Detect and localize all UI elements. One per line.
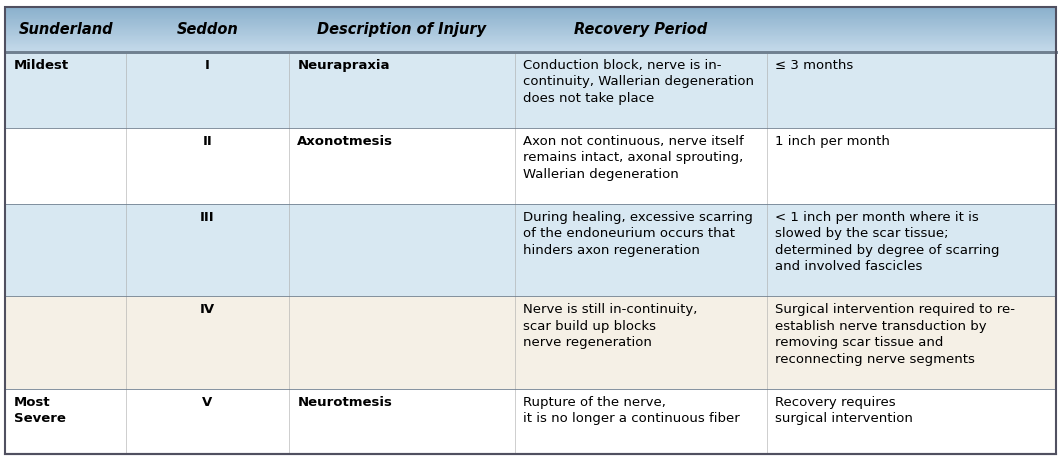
Bar — [5, 128, 1056, 204]
Bar — [5, 40, 1056, 41]
Bar — [5, 12, 1056, 13]
Bar — [5, 17, 1056, 18]
Text: IV: IV — [199, 303, 215, 316]
Text: Recovery Period: Recovery Period — [574, 22, 708, 37]
Bar — [5, 33, 1056, 34]
Bar — [5, 20, 1056, 21]
Text: I: I — [205, 58, 210, 72]
Text: During healing, excessive scarring
of the endoneurium occurs that
hinders axon r: During healing, excessive scarring of th… — [523, 211, 753, 257]
Bar — [5, 31, 1056, 32]
Bar — [5, 44, 1056, 45]
Bar — [5, 16, 1056, 17]
Text: Axonotmesis: Axonotmesis — [297, 134, 394, 147]
Bar — [5, 49, 1056, 50]
Bar — [5, 42, 1056, 43]
Text: II: II — [203, 134, 212, 147]
Text: III: III — [201, 211, 214, 224]
Bar — [5, 27, 1056, 28]
Text: Recovery requires
surgical intervention: Recovery requires surgical intervention — [776, 396, 914, 425]
Bar — [5, 8, 1056, 9]
Text: Axon not continuous, nerve itself
remains intact, axonal sprouting,
Wallerian de: Axon not continuous, nerve itself remain… — [523, 134, 744, 180]
Bar — [5, 25, 1056, 26]
Bar — [5, 45, 1056, 46]
Bar — [5, 24, 1056, 25]
Bar — [5, 32, 1056, 33]
Text: Mildest: Mildest — [14, 58, 69, 72]
Text: ≤ 3 months: ≤ 3 months — [776, 58, 854, 72]
Bar — [5, 26, 1056, 27]
Text: Nerve is still in-continuity,
scar build up blocks
nerve regeneration: Nerve is still in-continuity, scar build… — [523, 303, 697, 349]
Text: Description of Injury: Description of Injury — [317, 22, 486, 37]
Text: Rupture of the nerve,
it is no longer a continuous fiber: Rupture of the nerve, it is no longer a … — [523, 396, 740, 425]
Bar — [5, 22, 1056, 23]
Bar — [5, 36, 1056, 37]
Bar — [5, 50, 1056, 51]
Bar — [5, 14, 1056, 15]
Text: 1 inch per month: 1 inch per month — [776, 134, 890, 147]
Bar — [5, 37, 1056, 38]
Bar — [5, 46, 1056, 47]
Bar — [5, 48, 1056, 49]
Bar — [5, 11, 1056, 12]
Text: Seddon: Seddon — [176, 22, 239, 37]
Bar — [5, 30, 1056, 31]
Bar — [5, 23, 1056, 24]
Bar — [5, 10, 1056, 11]
Bar — [5, 34, 1056, 35]
Bar — [5, 7, 1056, 8]
Bar — [5, 13, 1056, 14]
Text: Surgical intervention required to re-
establish nerve transduction by
removing s: Surgical intervention required to re- es… — [776, 303, 1015, 365]
Bar — [5, 38, 1056, 39]
Bar — [5, 43, 1056, 44]
Text: Neurotmesis: Neurotmesis — [297, 396, 393, 409]
Bar — [5, 29, 1056, 30]
Bar — [5, 204, 1056, 296]
Bar — [5, 21, 1056, 22]
Text: Sunderland: Sunderland — [18, 22, 114, 37]
Bar — [5, 41, 1056, 42]
Bar — [5, 19, 1056, 20]
Bar — [5, 18, 1056, 19]
Bar — [5, 389, 1056, 454]
Bar — [5, 35, 1056, 36]
Text: < 1 inch per month where it is
slowed by the scar tissue;
determined by degree o: < 1 inch per month where it is slowed by… — [776, 211, 999, 273]
Bar — [5, 9, 1056, 10]
Bar — [5, 15, 1056, 16]
Text: Neurapraxia: Neurapraxia — [297, 58, 389, 72]
Text: Conduction block, nerve is in-
continuity, Wallerian degeneration
does not take : Conduction block, nerve is in- continuit… — [523, 58, 754, 105]
Bar — [5, 47, 1056, 48]
Bar — [5, 51, 1056, 52]
Bar — [5, 39, 1056, 40]
Text: V: V — [203, 396, 212, 409]
Bar — [5, 296, 1056, 389]
Bar — [5, 52, 1056, 128]
Bar — [5, 28, 1056, 29]
Text: Most
Severe: Most Severe — [14, 396, 66, 425]
